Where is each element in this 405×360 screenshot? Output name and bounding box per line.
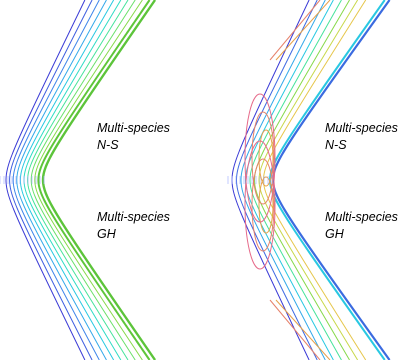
right-top-label-line1: Multi-species xyxy=(325,121,398,135)
right-contour-loop xyxy=(251,158,275,252)
left-contour-line xyxy=(30,0,136,360)
right-contour-line xyxy=(268,0,386,360)
right-contour-loop xyxy=(258,129,274,187)
right-contour-line xyxy=(262,0,367,360)
left-contour-line xyxy=(9,0,93,360)
left-contour-line xyxy=(19,0,115,360)
right-contour-streak xyxy=(275,0,331,61)
right-panel-contours xyxy=(231,0,391,360)
right-contour-loop xyxy=(258,176,274,234)
right-contour-line xyxy=(258,0,359,360)
left-contour-line xyxy=(41,0,157,360)
right-contour-loop xyxy=(244,93,276,223)
right-contour-streak xyxy=(269,0,321,61)
left-panel-contours xyxy=(5,0,157,360)
right-contour-streak xyxy=(269,299,321,360)
right-bottom-label-line2: GH xyxy=(325,227,345,241)
left-contour-line xyxy=(5,0,86,360)
right-top-label-line2: N-S xyxy=(325,138,347,152)
right-contour-streak xyxy=(275,299,331,360)
left-contour-line xyxy=(34,0,143,360)
left-top-label-line1: Multi-species xyxy=(97,121,170,135)
right-contour-line xyxy=(240,0,326,360)
left-contour-line xyxy=(27,0,129,360)
left-bottom-label-line2: GH xyxy=(97,227,117,241)
right-bottom-label-line1: Multi-species xyxy=(325,210,398,224)
left-contour-line xyxy=(37,0,151,360)
right-contour-loop xyxy=(251,111,275,205)
left-bottom-label-line1: Multi-species xyxy=(97,210,170,224)
left-contour-line xyxy=(16,0,107,360)
right-contour-line xyxy=(235,0,318,360)
left-top-label-line2: N-S xyxy=(97,138,119,152)
right-contour-loop xyxy=(244,140,276,270)
right-contour-line xyxy=(249,0,342,360)
left-contour-line xyxy=(12,0,100,360)
right-contour-line xyxy=(253,0,350,360)
